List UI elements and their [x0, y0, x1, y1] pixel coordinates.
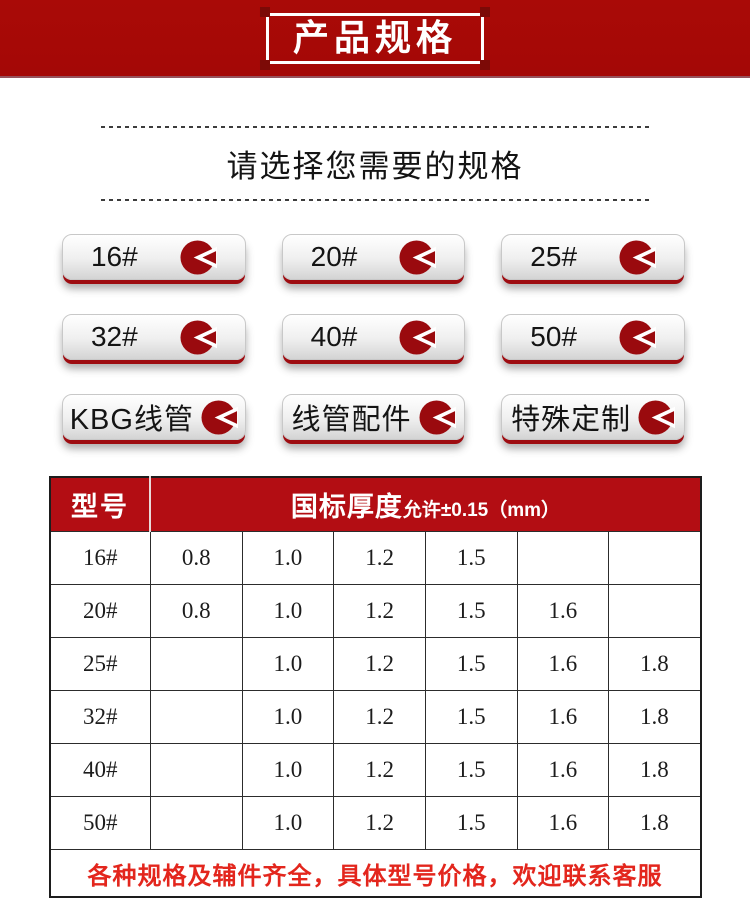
thickness-cell: [149, 637, 243, 691]
model-cell: 20#: [49, 584, 151, 638]
thickness-cell: 1.6: [516, 584, 610, 638]
table-row: 32# 1.0 1.2 1.5 1.6 1.8: [49, 690, 701, 744]
thickness-cell: 1.6: [516, 637, 610, 691]
spec-buttons-grid: 16# 20# 25# 32# 40# 50# KBG线管 线管配件 特殊定制: [0, 201, 750, 440]
spec-button-label: 32#: [90, 321, 138, 352]
table-row: 25# 1.0 1.2 1.5 1.6 1.8: [49, 637, 701, 691]
thickness-cell: 1.2: [333, 637, 426, 691]
thickness-cell: 1.0: [241, 531, 335, 585]
spec-button-label: 25#: [530, 241, 578, 272]
thickness-cell: 1.5: [424, 690, 518, 744]
model-cell: 32#: [49, 690, 151, 744]
thickness-header-main: 国标厚度: [290, 492, 403, 522]
thickness-cell: 1.8: [608, 796, 701, 850]
spec-button-label: 线管配件: [291, 404, 412, 436]
table-row: 40# 1.0 1.2 1.5 1.6 1.8: [49, 743, 701, 797]
model-cell: 16#: [49, 531, 151, 585]
table-row: 50# 1.0 1.2 1.5 1.6 1.8: [49, 796, 701, 850]
table-row: 20# 0.8 1.0 1.2 1.5 1.6: [49, 584, 701, 638]
pie-arrow-icon: [638, 399, 676, 435]
thickness-cell: 1.0: [241, 637, 335, 691]
spec-button-20[interactable]: 20#: [281, 234, 466, 280]
model-cell: 50#: [49, 796, 151, 850]
thickness-cell: 1.0: [241, 584, 335, 638]
thickness-cell: [149, 796, 243, 850]
dashed-divider-bottom: [101, 199, 649, 201]
thickness-cell: 1.6: [516, 743, 610, 797]
spec-button-label: 40#: [310, 321, 358, 352]
thickness-cell: 1.6: [516, 796, 610, 850]
spec-button-label: 特殊定制: [511, 404, 632, 436]
page-title: 产品规格: [292, 17, 458, 58]
thickness-cell: 1.6: [516, 690, 610, 744]
thickness-cell: [608, 531, 701, 585]
banner-frame: 产品规格: [259, 7, 491, 71]
thickness-cell: 0.8: [149, 531, 243, 585]
pie-arrow-icon: [180, 239, 217, 275]
table-header-row: 型号 国标厚度允许±0.15（mm）: [49, 476, 702, 532]
thickness-cell: 1.5: [424, 796, 518, 850]
table-row: 16# 0.8 1.0 1.2 1.5: [49, 531, 701, 585]
thickness-cell: [149, 743, 243, 797]
thickness-cell: 1.0: [241, 690, 335, 744]
spec-button-label: 50#: [530, 321, 578, 352]
spec-button-特殊定制[interactable]: 特殊定制: [501, 394, 685, 440]
section-heading: 请选择您需要的规格: [226, 149, 524, 184]
pie-arrow-icon: [399, 319, 437, 355]
spec-button-label: KBG线管: [69, 404, 194, 436]
thickness-cell: 1.5: [424, 531, 518, 585]
pie-arrow-icon: [619, 319, 657, 355]
thickness-cell: 0.8: [149, 584, 243, 638]
column-header-thickness: 国标厚度允许±0.15（mm）: [149, 476, 702, 532]
spec-button-50[interactable]: 50#: [501, 314, 685, 360]
thickness-cell: [149, 690, 243, 744]
contact-note: 各种规格及辅件齐全，具体型号价格，欢迎联系客服: [49, 849, 701, 898]
banner-corner-notch: [259, 7, 270, 17]
thickness-cell: 1.2: [333, 531, 426, 585]
spec-button-线管配件[interactable]: 线管配件: [281, 394, 466, 440]
spec-button-KBG线管[interactable]: KBG线管: [62, 394, 246, 440]
thickness-cell: 1.0: [241, 796, 335, 850]
pie-arrow-icon: [180, 319, 217, 355]
table-footer-row: 各种规格及辅件齐全，具体型号价格，欢迎联系客服: [49, 849, 701, 898]
pie-arrow-icon: [201, 399, 238, 435]
model-cell: 40#: [49, 743, 151, 797]
pie-arrow-icon: [619, 239, 657, 275]
thickness-cell: 1.2: [333, 796, 426, 850]
column-header-model: 型号: [49, 476, 152, 532]
spec-button-40[interactable]: 40#: [281, 314, 466, 360]
spec-button-25[interactable]: 25#: [501, 234, 685, 280]
thickness-cell: 1.8: [608, 743, 701, 797]
spec-button-label: 16#: [90, 241, 138, 272]
dashed-divider-top: [101, 126, 649, 128]
spec-table: 型号 国标厚度允许±0.15（mm） 16# 0.8 1.0 1.2 1.5 20# 0.8…: [48, 476, 702, 898]
pie-arrow-icon: [399, 239, 437, 275]
banner-corner-notch: [259, 60, 270, 71]
thickness-cell: 1.5: [424, 637, 518, 691]
thickness-cell: 1.8: [608, 690, 701, 744]
pie-arrow-icon: [418, 399, 456, 435]
thickness-cell: 1.2: [333, 743, 426, 797]
thickness-cell: 1.2: [333, 584, 426, 638]
banner-corner-notch: [480, 7, 491, 17]
thickness-cell: 1.8: [608, 637, 701, 691]
banner-corner-notch: [480, 60, 491, 71]
thickness-header-tolerance: 允许±0.15（mm）: [402, 500, 561, 521]
model-cell: 25#: [49, 637, 151, 691]
thickness-cell: [608, 584, 701, 638]
spec-button-32[interactable]: 32#: [62, 314, 246, 360]
thickness-cell: [516, 531, 610, 585]
thickness-cell: 1.0: [241, 743, 335, 797]
top-banner: 产品规格: [0, 0, 750, 78]
spec-button-label: 20#: [310, 241, 358, 272]
thickness-cell: 1.5: [424, 743, 518, 797]
spec-button-16[interactable]: 16#: [62, 234, 246, 280]
thickness-cell: 1.5: [424, 584, 518, 638]
thickness-cell: 1.2: [333, 690, 426, 744]
